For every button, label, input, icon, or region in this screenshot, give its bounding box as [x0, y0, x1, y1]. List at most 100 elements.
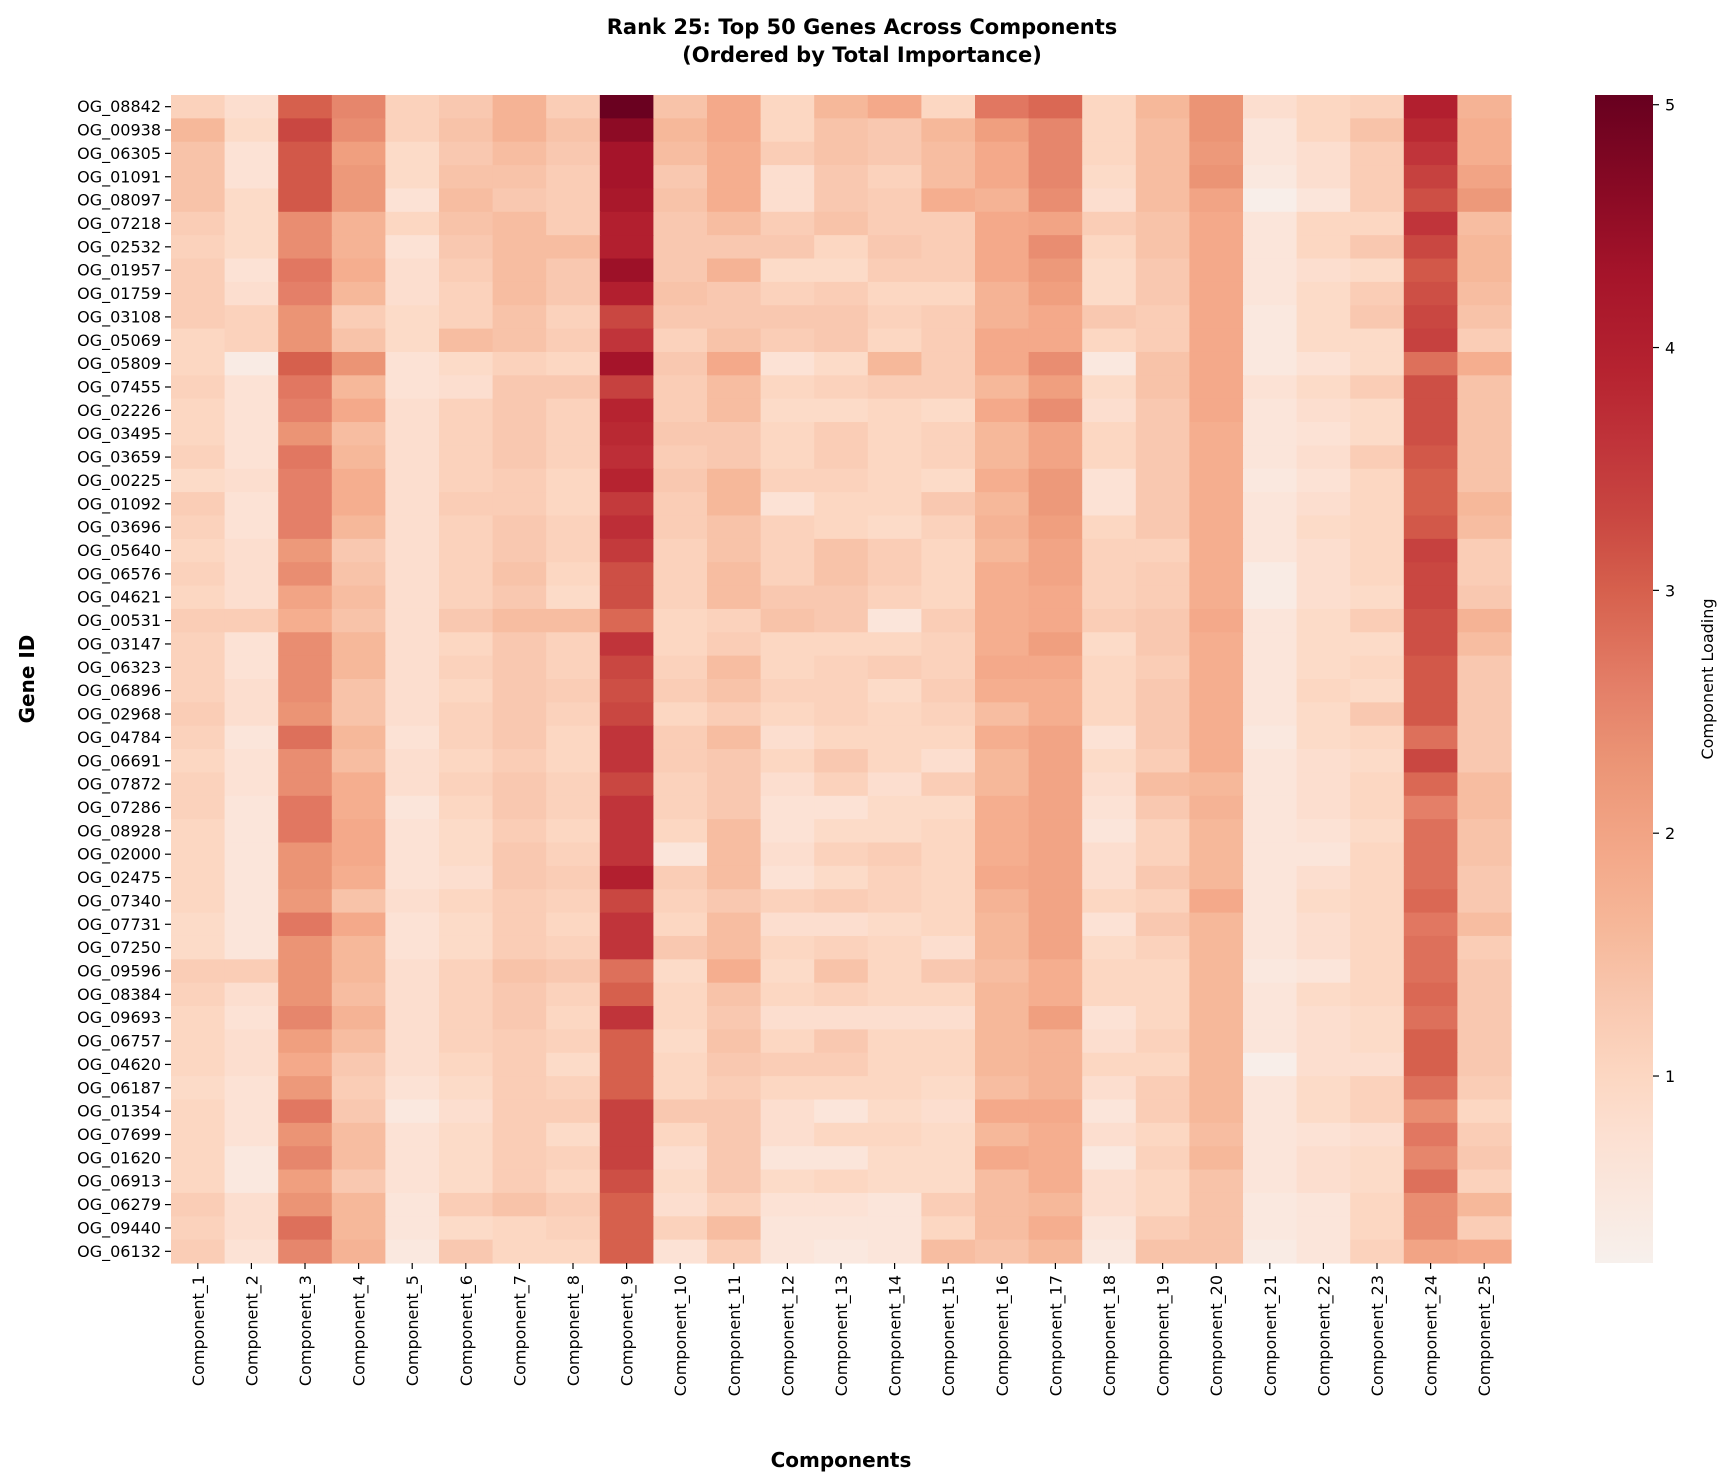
heatmap-cell — [1350, 468, 1405, 493]
y-tick-label: OG_09693 — [77, 1008, 161, 1028]
heatmap-cell — [975, 118, 1030, 143]
heatmap-cell — [331, 608, 386, 633]
heatmap-cell — [867, 165, 922, 190]
heatmap-cell — [1243, 725, 1298, 750]
heatmap-cell — [867, 375, 922, 400]
heatmap-cell — [921, 258, 976, 283]
heatmap-cell — [1135, 1169, 1190, 1194]
heatmap-cell — [1028, 772, 1083, 797]
heatmap-cell — [1243, 585, 1298, 610]
heatmap-cell — [439, 679, 494, 703]
colorbar-label: Component Loading — [1698, 598, 1717, 759]
x-tick-label: Component_15 — [939, 1275, 959, 1396]
heatmap-cell — [760, 795, 815, 820]
heatmap-cell — [814, 819, 869, 844]
heatmap-cell — [1082, 492, 1137, 517]
heatmap-cell — [224, 468, 279, 493]
heatmap-cell — [331, 1192, 386, 1217]
heatmap-cell — [439, 305, 494, 330]
heatmap-cell — [1082, 515, 1137, 540]
heatmap-cell — [599, 1146, 654, 1171]
heatmap-cell — [1028, 1169, 1083, 1194]
y-tick-label: OG_02532 — [77, 237, 161, 257]
heatmap-cell — [224, 211, 279, 236]
chart-title: Rank 25: Top 50 Genes Across Components — [607, 15, 1117, 39]
heatmap-cell — [1028, 562, 1083, 587]
heatmap-cell — [1403, 749, 1458, 774]
heatmap-cell — [653, 375, 708, 400]
heatmap-cell — [1457, 398, 1512, 423]
heatmap-cell — [814, 141, 869, 166]
heatmap-cell — [599, 959, 654, 984]
heatmap-cell — [653, 305, 708, 330]
heatmap-cell — [1403, 1122, 1458, 1147]
heatmap-cell — [1082, 725, 1137, 750]
heatmap-cell — [278, 1029, 333, 1054]
heatmap-cell — [599, 165, 654, 190]
heatmap-cell — [1296, 935, 1351, 960]
heatmap-cell — [760, 959, 815, 984]
heatmap-cell — [921, 1076, 976, 1101]
heatmap-cell — [653, 562, 708, 587]
heatmap-cell — [1350, 1006, 1405, 1030]
heatmap-cell — [975, 211, 1030, 236]
heatmap-cell — [975, 632, 1030, 657]
heatmap-cell — [975, 1216, 1030, 1241]
heatmap-cell — [224, 351, 279, 376]
heatmap-cell — [224, 375, 279, 400]
heatmap-cell — [224, 492, 279, 517]
heatmap-cell — [867, 819, 922, 844]
heatmap-cell — [1135, 1192, 1190, 1217]
heatmap-cell — [1028, 1122, 1083, 1147]
heatmap-cell — [1243, 328, 1298, 353]
heatmap-cell — [1350, 1122, 1405, 1147]
heatmap-cell — [1082, 1052, 1137, 1077]
heatmap-cell — [171, 562, 226, 587]
heatmap-cell — [171, 398, 226, 423]
heatmap-cell — [1243, 795, 1298, 820]
heatmap-cell — [492, 141, 547, 166]
heatmap-cell — [653, 445, 708, 470]
heatmap-cell — [1189, 772, 1244, 797]
heatmap-cell — [1457, 1076, 1512, 1101]
heatmap-cell — [171, 375, 226, 400]
heatmap-cell — [814, 1122, 869, 1147]
heatmap-cell — [1028, 538, 1083, 563]
heatmap-cell — [385, 1122, 440, 1147]
heatmap-cell — [1135, 351, 1190, 376]
heatmap-cell — [224, 258, 279, 283]
x-tick-label: Component_23 — [1368, 1275, 1388, 1396]
heatmap-cell — [492, 1006, 547, 1030]
heatmap-cell — [439, 515, 494, 540]
heatmap-cell — [171, 328, 226, 353]
heatmap-cell — [1457, 468, 1512, 493]
heatmap-cell — [814, 725, 869, 750]
heatmap-cell — [653, 1006, 708, 1030]
heatmap-cell — [278, 375, 333, 400]
heatmap-cell — [546, 538, 601, 563]
heatmap-cell — [278, 1052, 333, 1077]
heatmap-cell — [867, 188, 922, 213]
heatmap-cell — [814, 842, 869, 867]
heatmap-cell — [975, 351, 1030, 376]
heatmap-cell — [599, 935, 654, 960]
heatmap-cell — [331, 422, 386, 446]
heatmap-cell — [599, 795, 654, 820]
heatmap-cell — [171, 1216, 226, 1241]
heatmap-cell — [1403, 492, 1458, 517]
heatmap-cell — [492, 1076, 547, 1101]
heatmap-cell — [975, 468, 1030, 493]
heatmap-cell — [760, 1099, 815, 1124]
heatmap-cell — [546, 819, 601, 844]
heatmap-cell — [814, 235, 869, 260]
heatmap-cell — [1189, 141, 1244, 166]
heatmap-cell — [707, 445, 762, 470]
heatmap-cell — [385, 1239, 440, 1264]
heatmap-cell — [385, 538, 440, 563]
heatmap-cell — [921, 1169, 976, 1194]
heatmap-cell — [1189, 702, 1244, 727]
heatmap-cell — [492, 1052, 547, 1077]
heatmap-cell — [814, 305, 869, 330]
heatmap-cell — [760, 468, 815, 493]
heatmap-cell — [439, 585, 494, 610]
